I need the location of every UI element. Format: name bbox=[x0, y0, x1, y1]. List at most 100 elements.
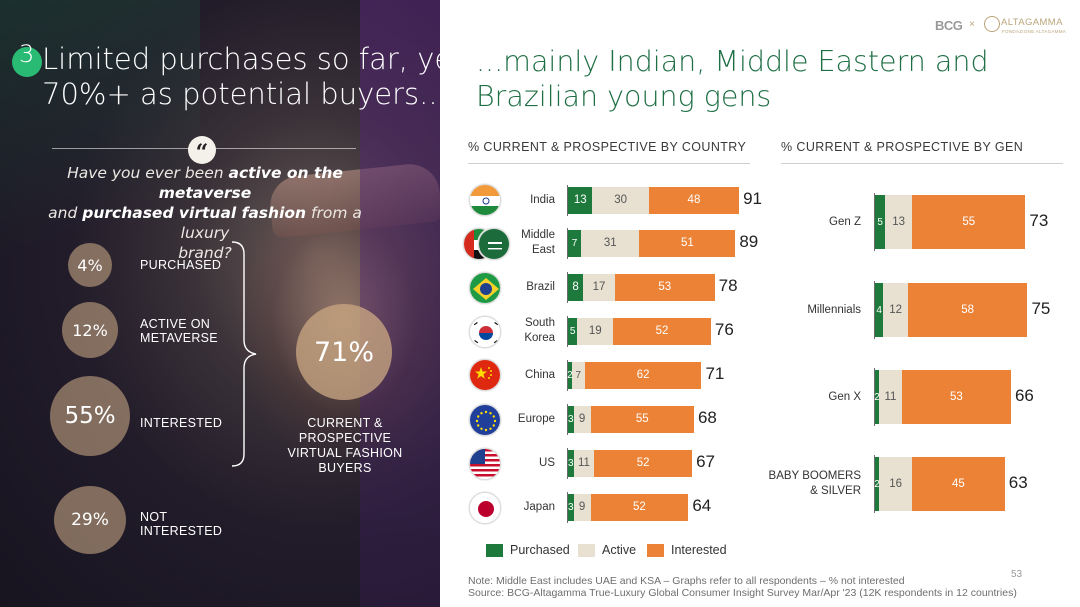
legend-label-purchased: Purchased bbox=[510, 543, 570, 557]
question-bold: active on the metaverse bbox=[158, 164, 343, 202]
category-label: Middle East bbox=[521, 229, 555, 256]
axis-line bbox=[567, 491, 568, 523]
potential-buyers-circle: 71% bbox=[296, 304, 392, 400]
right-title-line: ...mainly Indian, Middle Eastern and bbox=[476, 45, 989, 78]
china-flag-icon bbox=[469, 359, 501, 391]
purchased-segment: 13 bbox=[568, 186, 593, 214]
question-text: and bbox=[48, 204, 83, 222]
total-label: 71 bbox=[705, 364, 725, 383]
axis-line bbox=[567, 403, 568, 435]
category-label: US bbox=[539, 456, 555, 469]
active-segment: 9 bbox=[573, 405, 591, 433]
purchased-segment: 3 bbox=[568, 493, 574, 521]
europe-flag-icon bbox=[469, 404, 501, 436]
total-label: 89 bbox=[739, 232, 759, 251]
interested-segment: 62 bbox=[584, 361, 702, 389]
right-title-line: Brazilian young gens bbox=[476, 80, 772, 113]
page-number: 53 bbox=[1011, 569, 1023, 580]
category-label: Gen Z bbox=[829, 215, 861, 228]
interested-segment: 55 bbox=[590, 405, 694, 433]
stat-label-purchased: PURCHASED bbox=[140, 258, 221, 272]
category-label: Europe bbox=[517, 412, 555, 425]
active-segment: 11 bbox=[573, 449, 595, 477]
stat-label-line: INTERESTED bbox=[140, 416, 223, 430]
purchased-segment: 4 bbox=[875, 283, 884, 337]
active-segment: 16 bbox=[879, 457, 913, 511]
stat-label-active: ACTIVE ON METAVERSE bbox=[140, 317, 218, 345]
section-number-dot bbox=[12, 47, 42, 77]
altagamma-logo: ALTAGAMMA bbox=[1001, 17, 1063, 28]
active-segment: 31 bbox=[581, 229, 640, 257]
left-panel: 3 Limited purchases so far, yet 70%+ as … bbox=[0, 0, 440, 607]
total-label: 63 bbox=[1008, 473, 1028, 492]
section-number: 3 bbox=[19, 40, 35, 68]
active-segment: 7 bbox=[571, 361, 585, 389]
purchased-segment: 5 bbox=[568, 317, 578, 345]
interested-segment: 52 bbox=[590, 493, 689, 521]
stat-label-line: METAVERSE bbox=[140, 331, 218, 345]
gen-chart-rule bbox=[781, 163, 1063, 164]
active-segment: 19 bbox=[577, 317, 614, 345]
axis-line bbox=[567, 315, 568, 347]
stat-circle-interested: 55% bbox=[50, 376, 130, 456]
right-title: ...mainly Indian, Middle Eastern and Bra… bbox=[476, 44, 989, 114]
left-title: Limited purchases so far, yet 70%+ as po… bbox=[42, 42, 440, 112]
legend-swatch-interested bbox=[647, 544, 664, 557]
active-segment: 12 bbox=[883, 283, 908, 337]
total-label: 67 bbox=[696, 452, 715, 471]
purchased-segment: 7 bbox=[568, 229, 582, 257]
stat-circle-active: 12% bbox=[62, 302, 118, 358]
stat-circle-not-interested: 29% bbox=[54, 486, 126, 554]
country-chart-title: % CURRENT & PROSPECTIVE BY COUNTRY bbox=[468, 140, 747, 154]
stat-label-line: NOT bbox=[140, 510, 168, 524]
interested-segment: 45 bbox=[912, 457, 1005, 511]
category-label: Brazil bbox=[526, 280, 555, 293]
active-segment: 9 bbox=[573, 493, 591, 521]
left-title-line: Limited purchases so far, yet bbox=[42, 42, 440, 76]
category-label: Japan bbox=[523, 500, 555, 513]
purchased-segment: 2 bbox=[874, 457, 880, 511]
altagamma-logo-icon bbox=[984, 16, 1000, 32]
total-label: 64 bbox=[692, 496, 712, 515]
total-label: 73 bbox=[1029, 211, 1049, 230]
brace-icon bbox=[231, 241, 257, 467]
stat-circle-purchased: 4% bbox=[68, 243, 112, 287]
gen-chart-title: % CURRENT & PROSPECTIVE BY GEN bbox=[781, 140, 1024, 154]
interested-segment: 53 bbox=[901, 370, 1011, 424]
total-label: 91 bbox=[743, 189, 762, 208]
total-label: 76 bbox=[714, 320, 734, 339]
stat-label-line: INTERESTED bbox=[140, 524, 223, 538]
legend-label-active: Active bbox=[602, 543, 637, 557]
quote-icon: “ bbox=[188, 136, 216, 166]
legend-swatch-active bbox=[578, 544, 595, 557]
footnote-line: Source: BCG-Altagamma True-Luxury Global… bbox=[468, 587, 1017, 599]
footnote-line: Note: Middle East includes UAE and KSA –… bbox=[468, 575, 905, 587]
interested-segment: 52 bbox=[594, 449, 693, 477]
axis-line bbox=[567, 227, 568, 259]
stat-label-line: ACTIVE ON bbox=[140, 317, 211, 331]
background-purple-strip bbox=[360, 0, 440, 607]
purchased-segment: 5 bbox=[875, 195, 886, 249]
category-label: China bbox=[524, 368, 555, 381]
axis-line bbox=[874, 193, 875, 251]
brazil-flag-icon bbox=[469, 272, 501, 304]
active-segment: 17 bbox=[583, 273, 615, 301]
stat-label-interested: INTERESTED bbox=[140, 416, 222, 430]
interested-segment: 55 bbox=[912, 195, 1026, 249]
altagamma-logo-subtitle: FONDAZIONE ALTAGAMMA bbox=[1002, 29, 1067, 34]
purchased-segment: 2 bbox=[567, 361, 573, 389]
total-label: 68 bbox=[697, 408, 717, 427]
purchased-segment: 3 bbox=[568, 405, 574, 433]
stat-label-not-interested: NOT INTERESTED bbox=[140, 510, 222, 538]
country-chart-rule bbox=[468, 163, 750, 164]
interested-segment: 53 bbox=[615, 273, 715, 301]
axis-line bbox=[567, 184, 568, 216]
total-label: 66 bbox=[1014, 386, 1034, 405]
stat-label-line: PURCHASED bbox=[140, 258, 222, 272]
category-label: South Korea bbox=[524, 317, 555, 344]
buyers-label-line: VIRTUAL FASHION BUYERS bbox=[287, 446, 403, 475]
india-flag-icon bbox=[469, 184, 501, 216]
saudi-flag-icon bbox=[478, 228, 510, 260]
bcg-logo: BCG bbox=[935, 18, 963, 33]
active-segment: 30 bbox=[592, 186, 649, 214]
